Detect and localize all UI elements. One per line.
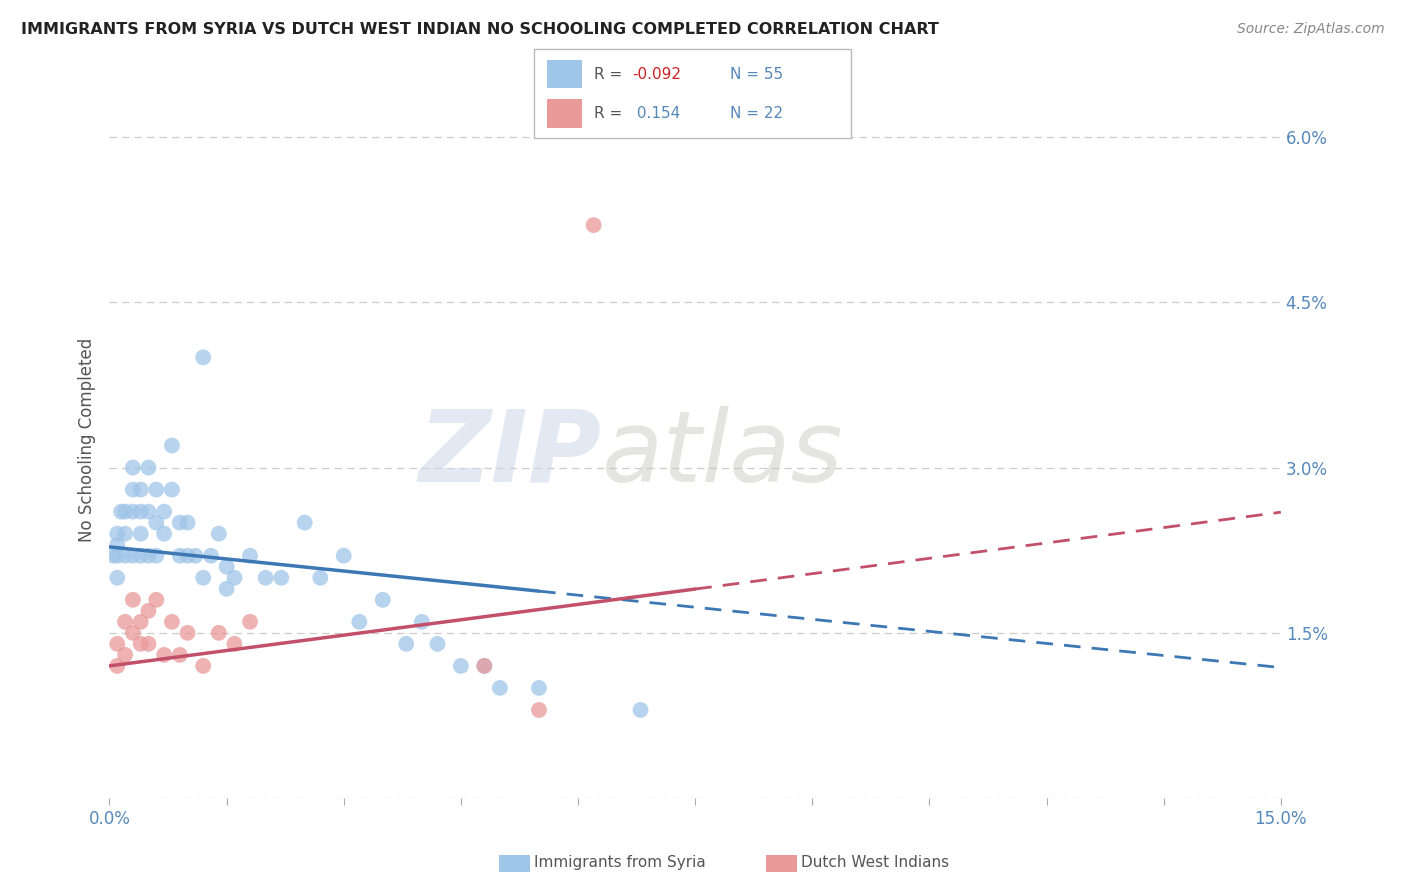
Point (105, 526, 128, 541)
Point (114, 615, 136, 629)
Point (138, 505, 160, 519)
Point (114, 549, 136, 563)
Point (122, 592, 145, 607)
Point (270, 571, 292, 585)
Point (160, 615, 183, 629)
Point (450, 659, 472, 673)
Point (193, 571, 215, 585)
Point (129, 549, 152, 563)
Point (129, 637, 152, 651)
Point (411, 615, 433, 629)
Point (153, 526, 176, 541)
Point (153, 505, 176, 519)
Point (169, 516, 191, 530)
Point (254, 571, 277, 585)
Point (224, 571, 246, 585)
Point (160, 483, 183, 497)
Point (426, 637, 449, 651)
Point (105, 659, 128, 673)
Point (489, 681, 512, 695)
Point (145, 483, 167, 497)
Point (332, 549, 354, 563)
Y-axis label: No Schooling Completed: No Schooling Completed (79, 338, 96, 542)
Point (349, 615, 371, 629)
Text: N = 22: N = 22 (731, 106, 783, 120)
Point (114, 526, 136, 541)
Point (184, 549, 207, 563)
Point (294, 516, 316, 530)
Point (239, 549, 262, 563)
Point (208, 526, 231, 541)
Point (138, 460, 160, 475)
Point (160, 438, 183, 452)
Point (630, 703, 652, 717)
Point (122, 549, 145, 563)
Point (138, 637, 160, 651)
Point (395, 637, 418, 651)
Text: Source: ZipAtlas.com: Source: ZipAtlas.com (1237, 22, 1385, 37)
Point (129, 505, 152, 519)
Point (103, 549, 125, 563)
Point (527, 681, 550, 695)
Point (138, 549, 160, 563)
Point (114, 648, 136, 662)
Text: -0.092: -0.092 (633, 67, 682, 81)
Text: Immigrants from Syria: Immigrants from Syria (534, 855, 706, 870)
Point (129, 483, 152, 497)
Point (193, 351, 215, 365)
Point (153, 648, 176, 662)
Point (224, 637, 246, 651)
Point (215, 582, 238, 596)
Text: R =: R = (595, 67, 627, 81)
Point (105, 637, 128, 651)
Point (472, 659, 495, 673)
Text: N = 55: N = 55 (731, 67, 783, 81)
Point (145, 516, 167, 530)
Point (122, 460, 145, 475)
Point (129, 615, 152, 629)
Text: 0.154: 0.154 (633, 106, 681, 120)
Bar (547, 99, 582, 128)
Point (527, 703, 550, 717)
Text: R =: R = (595, 106, 627, 120)
Point (114, 505, 136, 519)
Point (208, 625, 231, 640)
Text: ZIP: ZIP (419, 406, 602, 503)
Point (176, 516, 198, 530)
Point (371, 592, 394, 607)
Point (176, 625, 198, 640)
Point (169, 648, 191, 662)
Point (105, 571, 128, 585)
Text: atlas: atlas (602, 406, 844, 503)
Bar (547, 60, 582, 88)
Point (582, 218, 605, 232)
Point (193, 659, 215, 673)
Point (169, 549, 191, 563)
Point (215, 559, 238, 574)
Point (239, 615, 262, 629)
Point (122, 505, 145, 519)
Point (105, 538, 128, 552)
Point (138, 604, 160, 618)
Point (129, 526, 152, 541)
Point (176, 549, 198, 563)
Point (110, 505, 132, 519)
FancyBboxPatch shape (534, 49, 851, 138)
Point (145, 549, 167, 563)
Point (122, 483, 145, 497)
Text: IMMIGRANTS FROM SYRIA VS DUTCH WEST INDIAN NO SCHOOLING COMPLETED CORRELATION CH: IMMIGRANTS FROM SYRIA VS DUTCH WEST INDI… (21, 22, 939, 37)
Text: Dutch West Indians: Dutch West Indians (801, 855, 949, 870)
Point (145, 592, 167, 607)
Point (105, 549, 128, 563)
Point (309, 571, 332, 585)
Point (472, 659, 495, 673)
Point (122, 625, 145, 640)
Point (200, 549, 222, 563)
